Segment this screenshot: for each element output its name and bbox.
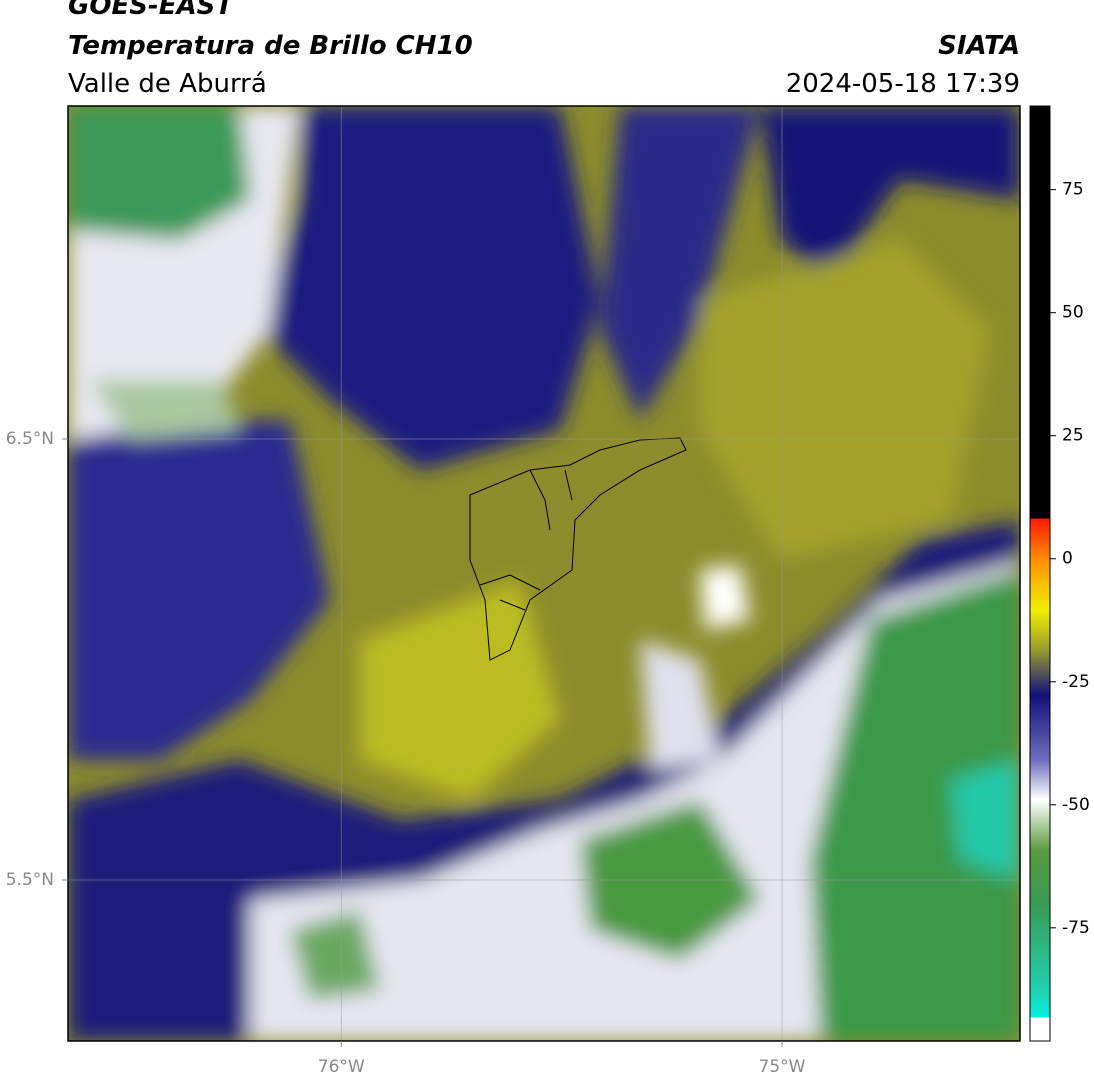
colorbar-tick-label: -50 [1062,795,1090,815]
colorbar-tick-label: 50 [1062,303,1084,323]
valley-outline [469,437,687,661]
colorbar-tick-label: 25 [1062,426,1084,446]
title: GOES-EAST [68,0,235,21]
colorbar-tick-label: -75 [1062,918,1090,938]
municipality-borders [479,469,573,611]
x-tick-label: 76°W [318,1057,365,1077]
y-tick-label: 5.5°N [6,870,54,890]
colorbar-tick-label: 75 [1062,180,1084,200]
graticule [68,106,1020,1041]
colorbar-tick-label: 0 [1062,549,1073,569]
map-frame [67,105,1021,1042]
x-tick-label: 75°W [759,1057,806,1077]
colorbar [1029,105,1051,1042]
subtitle: Temperatura de Brillo CH10 [68,31,473,61]
y-tick-label: 6.5°N [6,429,54,449]
source: SIATA [938,31,1020,61]
satellite-image [68,106,1020,1041]
datetime: 2024-05-18 17:39 [786,69,1020,99]
region: Valle de Aburrá [68,69,267,99]
colorbar-tick-label: -25 [1062,672,1090,692]
